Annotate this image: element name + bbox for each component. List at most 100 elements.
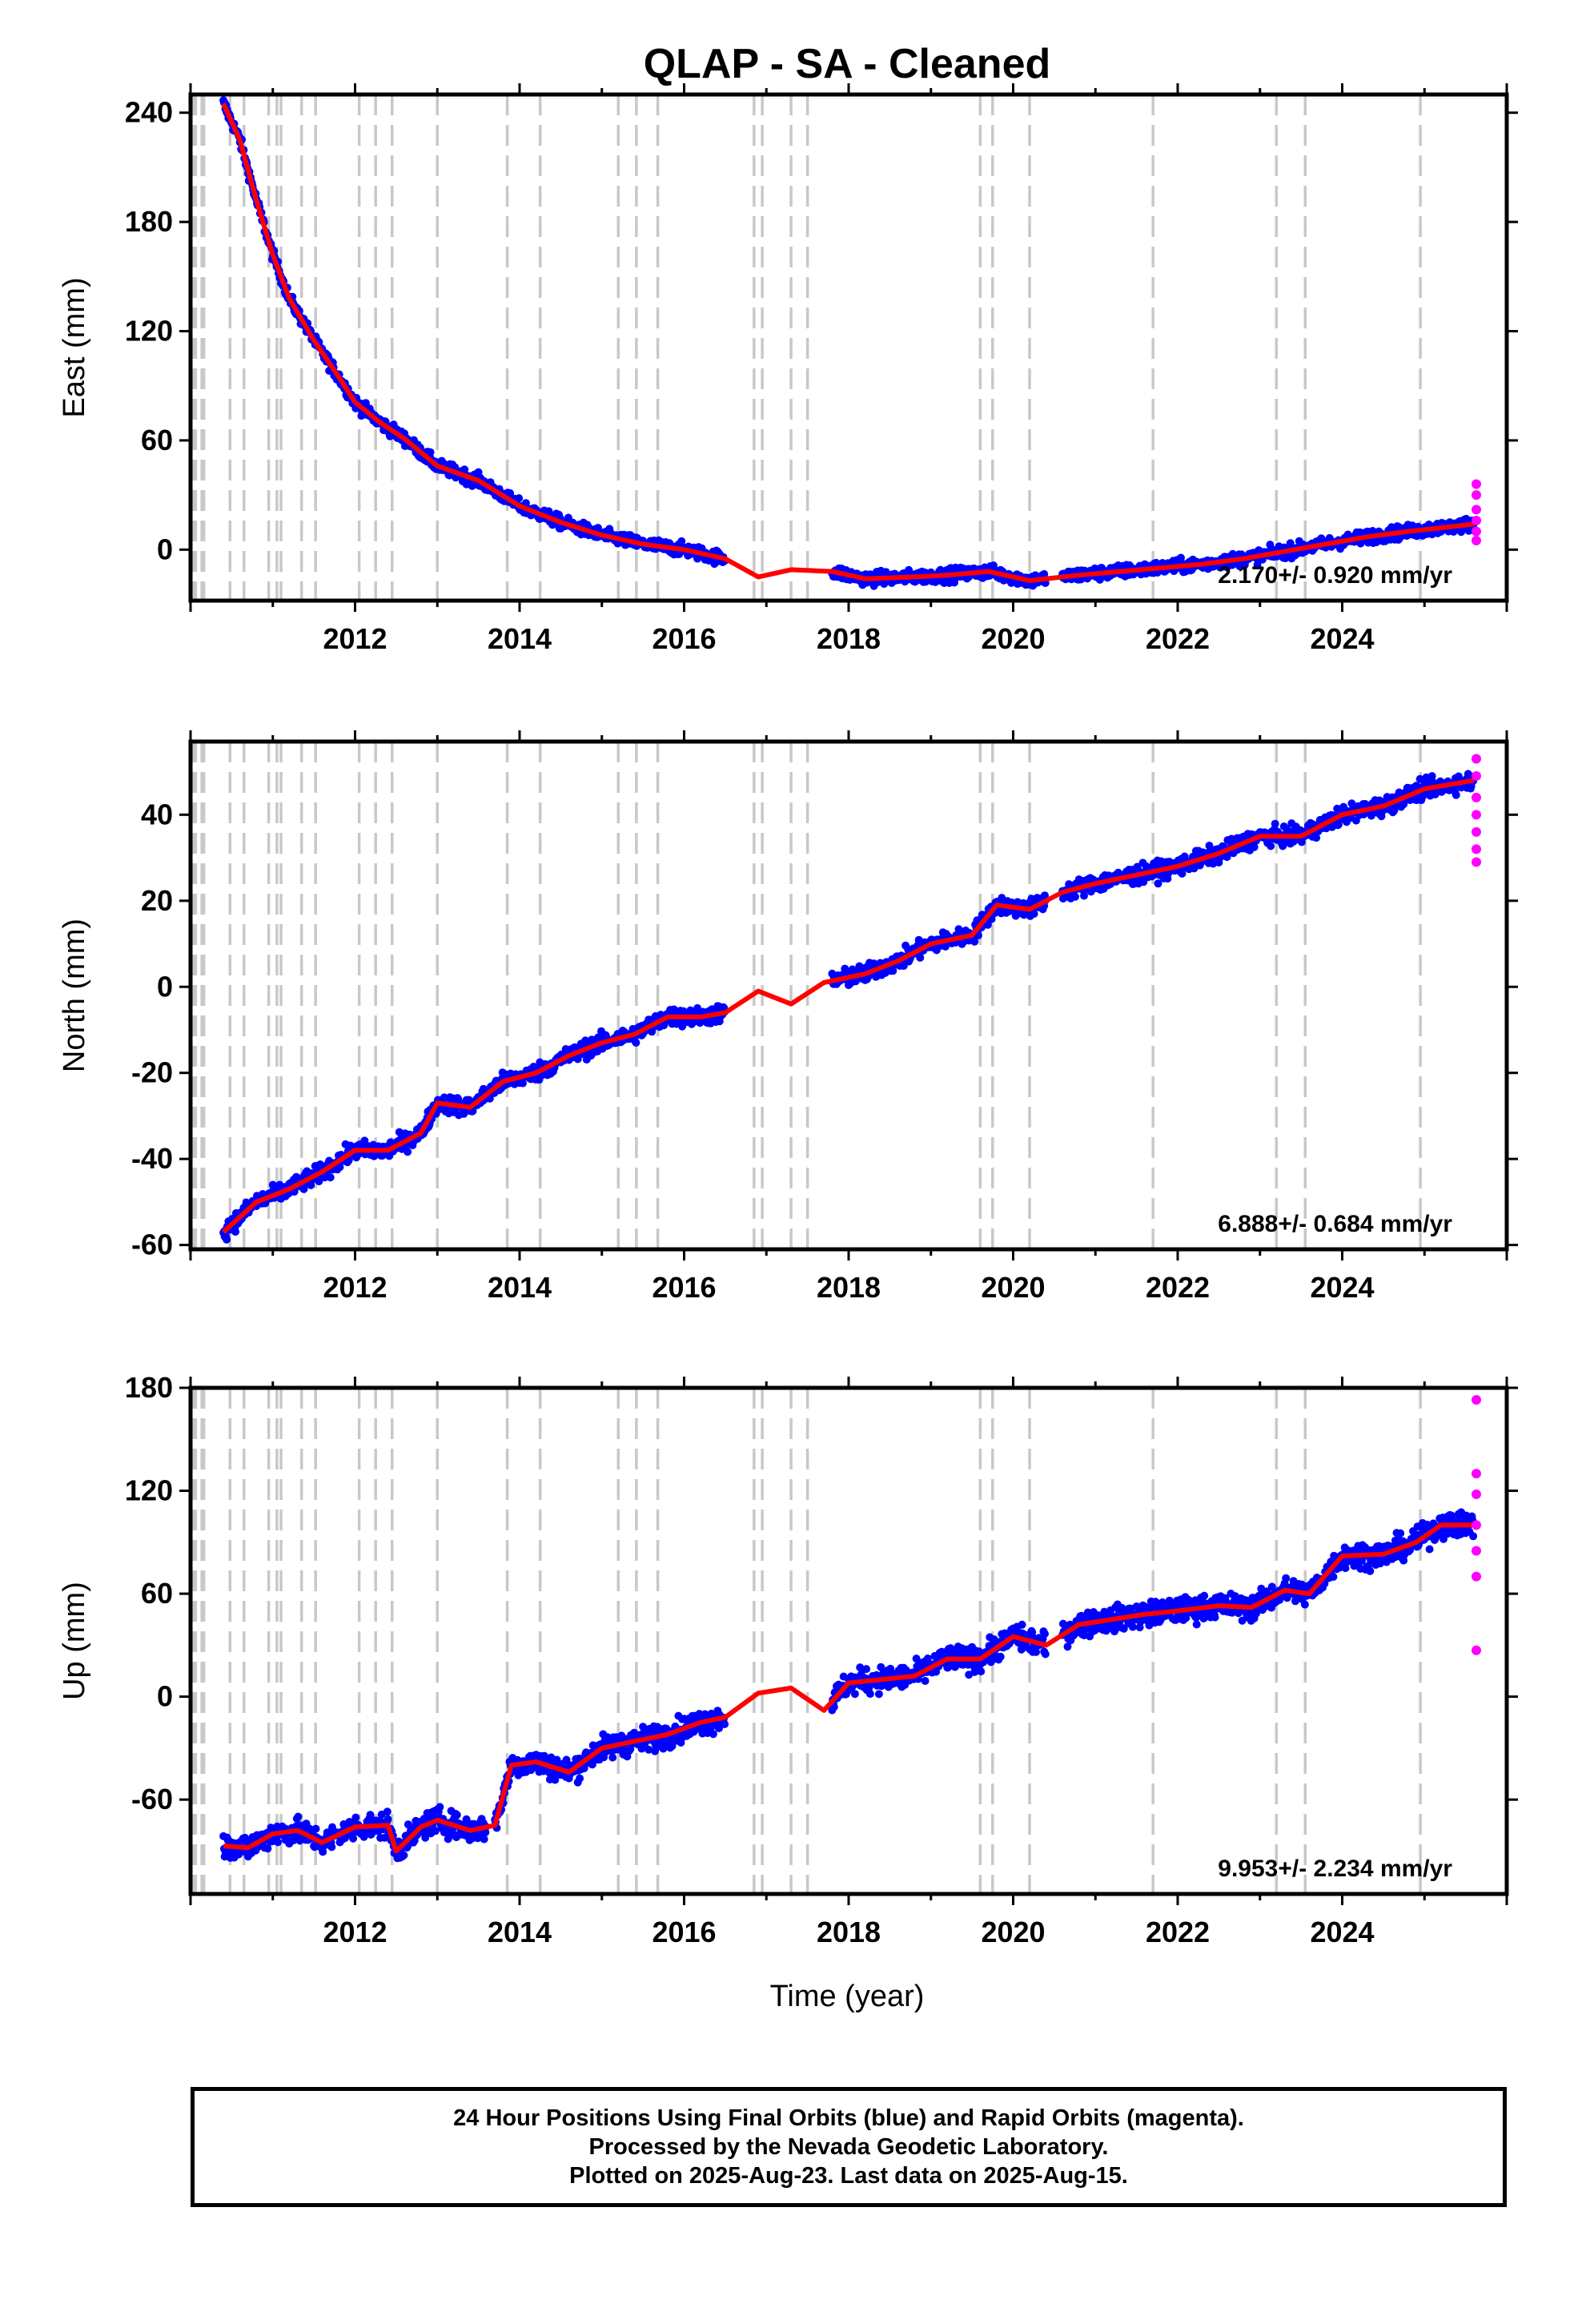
final-orbit-point <box>551 1775 560 1784</box>
rapid-orbit-point <box>1471 526 1481 537</box>
final-orbit-point <box>426 448 435 456</box>
final-orbit-point <box>1032 1647 1040 1656</box>
final-orbit-point <box>1427 772 1436 781</box>
final-orbit-point <box>580 1764 588 1773</box>
final-orbit-point <box>865 1690 874 1699</box>
chart-title: QLAP - SA - Cleaned <box>644 41 1051 87</box>
x-tick-label: 2024 <box>1310 622 1374 655</box>
final-orbit-point <box>311 1824 320 1833</box>
y-tick-label: 0 <box>157 533 173 565</box>
final-orbit-point <box>400 1851 408 1860</box>
rapid-orbit-point <box>1471 844 1481 854</box>
y-tick-label: 40 <box>141 798 173 830</box>
final-orbit-point <box>1312 834 1321 842</box>
final-orbit-point <box>460 465 469 474</box>
y-axis-label-north: North (mm) <box>58 919 91 1072</box>
final-orbit-point <box>421 1833 430 1842</box>
model-line-east <box>221 103 1475 583</box>
final-orbit-point <box>695 1710 704 1719</box>
final-orbit-point <box>874 1690 883 1699</box>
x-tick-label: 2014 <box>488 1271 552 1304</box>
final-orbit-point <box>1334 820 1343 829</box>
final-orbit-point <box>1028 1628 1037 1637</box>
final-orbit-point <box>862 1665 871 1674</box>
rapid-orbit-point <box>1471 535 1481 545</box>
final-orbit-point <box>977 1667 986 1676</box>
final-orbit-point <box>1452 790 1460 799</box>
y-axis-label-east: East (mm) <box>58 277 91 417</box>
final-orbit-point <box>519 1079 527 1088</box>
final-orbit-point <box>662 1724 671 1733</box>
x-tick-label: 2020 <box>981 622 1045 655</box>
final-orbit-point <box>452 1811 461 1819</box>
y-tick-label: 60 <box>141 424 173 456</box>
final-orbit-point <box>319 1848 327 1856</box>
final-orbit-point <box>677 537 686 545</box>
final-orbit-points-north <box>219 770 1478 1244</box>
final-orbit-point <box>632 1039 640 1047</box>
final-orbit-point <box>1253 561 1262 569</box>
final-orbit-point <box>1071 892 1079 901</box>
panel-frame-east <box>188 92 1509 603</box>
final-orbit-point <box>576 1774 584 1783</box>
rapid-orbit-point <box>1471 826 1481 837</box>
x-tick-label: 2016 <box>652 1271 716 1304</box>
final-orbit-point <box>1030 910 1038 918</box>
final-orbit-point <box>383 1807 391 1816</box>
final-orbit-point <box>1040 569 1049 578</box>
rapid-orbit-points-east <box>1471 479 1481 545</box>
final-orbit-point <box>1286 539 1295 548</box>
x-tick-label: 2018 <box>817 1271 881 1304</box>
final-orbit-point <box>1080 891 1088 900</box>
final-orbit-point <box>274 1838 283 1847</box>
x-tick-label: 2012 <box>323 1271 387 1304</box>
rapid-orbit-point <box>1471 792 1481 802</box>
final-orbit-point <box>923 1655 932 1663</box>
final-orbit-point <box>1271 819 1279 828</box>
y-tick-label: -20 <box>131 1056 173 1089</box>
final-orbit-point <box>1431 790 1439 798</box>
y-tick-label: 120 <box>125 315 173 348</box>
rapid-orbit-points-north <box>1471 754 1481 867</box>
final-orbit-point <box>327 1843 336 1852</box>
final-orbit-point <box>351 1813 360 1822</box>
final-orbit-point <box>404 1148 412 1156</box>
final-orbit-point <box>552 1755 561 1764</box>
x-tick-label: 2020 <box>981 1271 1045 1304</box>
rapid-orbit-point <box>1471 479 1481 489</box>
y-tick-label: 240 <box>125 96 173 129</box>
final-orbit-point <box>990 561 998 570</box>
panel-frame-north <box>188 739 1509 1252</box>
final-orbit-point <box>889 967 897 975</box>
final-orbit-point <box>1041 1650 1050 1659</box>
y-tick-label: -40 <box>131 1142 173 1175</box>
rate-label-east: 2.170+/- 0.920 mm/yr <box>1218 562 1452 589</box>
final-orbit-point <box>1178 869 1186 878</box>
final-orbit-point <box>349 1834 358 1843</box>
final-orbit-point <box>562 1755 571 1764</box>
y-tick-label: 0 <box>157 970 173 1003</box>
x-tick-label: 2016 <box>652 622 716 655</box>
rapid-orbit-point <box>1471 810 1481 820</box>
plot-area-north <box>192 742 1481 1249</box>
final-orbit-point <box>1267 842 1275 850</box>
final-orbit-point <box>1058 1619 1067 1628</box>
final-orbit-point <box>916 953 925 962</box>
final-orbit-point <box>1250 842 1259 851</box>
final-orbit-point <box>335 1163 344 1172</box>
rapid-orbit-point <box>1471 754 1481 764</box>
plot-area-up <box>192 1388 1481 1894</box>
final-orbit-point <box>721 1720 729 1728</box>
x-tick-label: 2022 <box>1146 1271 1210 1304</box>
model-line-north <box>222 778 1475 1234</box>
x-tick-label: 2012 <box>323 622 387 655</box>
final-orbit-point <box>231 1228 240 1236</box>
final-orbit-point <box>983 920 992 929</box>
final-orbit-point <box>850 1690 859 1699</box>
plot-area-east <box>192 94 1481 601</box>
final-orbit-point <box>431 1827 440 1835</box>
